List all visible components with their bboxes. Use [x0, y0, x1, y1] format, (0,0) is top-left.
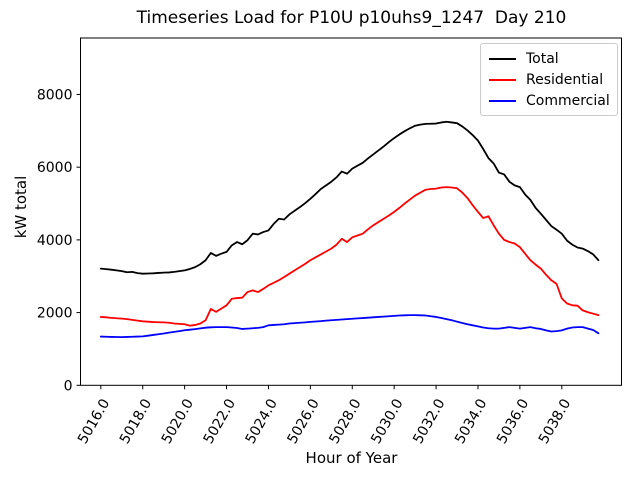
- legend: Total Residential Commercial: [480, 43, 618, 116]
- chart-title: Timeseries Load for P10U p10uhs9_1247 Da…: [136, 8, 567, 28]
- x-tick-label: 5028.0: [326, 396, 364, 446]
- total-line: [99, 120, 600, 275]
- residential-line-swatch: [489, 78, 516, 81]
- residential-line: [99, 186, 600, 327]
- x-tick-label: 5020.0: [159, 396, 197, 446]
- x-tick-label: 5024.0: [243, 396, 281, 446]
- y-tick-label: 0: [64, 378, 73, 394]
- y-tick-label: 8000: [37, 87, 73, 103]
- commercial-line-swatch: [489, 99, 516, 102]
- x-tick-label: 5032.0: [410, 396, 448, 446]
- commercial-line: [99, 314, 600, 339]
- legend-label-total: Total: [526, 50, 559, 67]
- legend-entry-commercial: Commercial: [481, 90, 617, 111]
- axes-frame: [80, 37, 622, 386]
- total-line-swatch: [489, 57, 516, 60]
- x-tick-label: 5026.0: [284, 396, 322, 446]
- y-tick-label: 2000: [37, 306, 73, 322]
- x-tick-label: 5038.0: [536, 396, 574, 446]
- y-tick-label: 6000: [37, 160, 73, 176]
- legend-entry-total: Total: [481, 48, 617, 69]
- y-tick-label: 4000: [37, 233, 73, 249]
- x-axis-label: Hour of Year: [305, 449, 398, 467]
- x-tick-label: 5022.0: [201, 396, 239, 446]
- x-tick-label: 5016.0: [75, 396, 113, 446]
- x-tick-label: 5018.0: [117, 396, 155, 446]
- x-tick-label: 5036.0: [494, 396, 532, 446]
- legend-entry-residential: Residential: [481, 69, 617, 90]
- x-tick-label: 5030.0: [368, 396, 406, 446]
- legend-label-residential: Residential: [526, 71, 604, 88]
- y-axis-label: kW total: [12, 175, 30, 239]
- legend-label-commercial: Commercial: [526, 92, 610, 109]
- x-tick-label: 5034.0: [452, 396, 490, 446]
